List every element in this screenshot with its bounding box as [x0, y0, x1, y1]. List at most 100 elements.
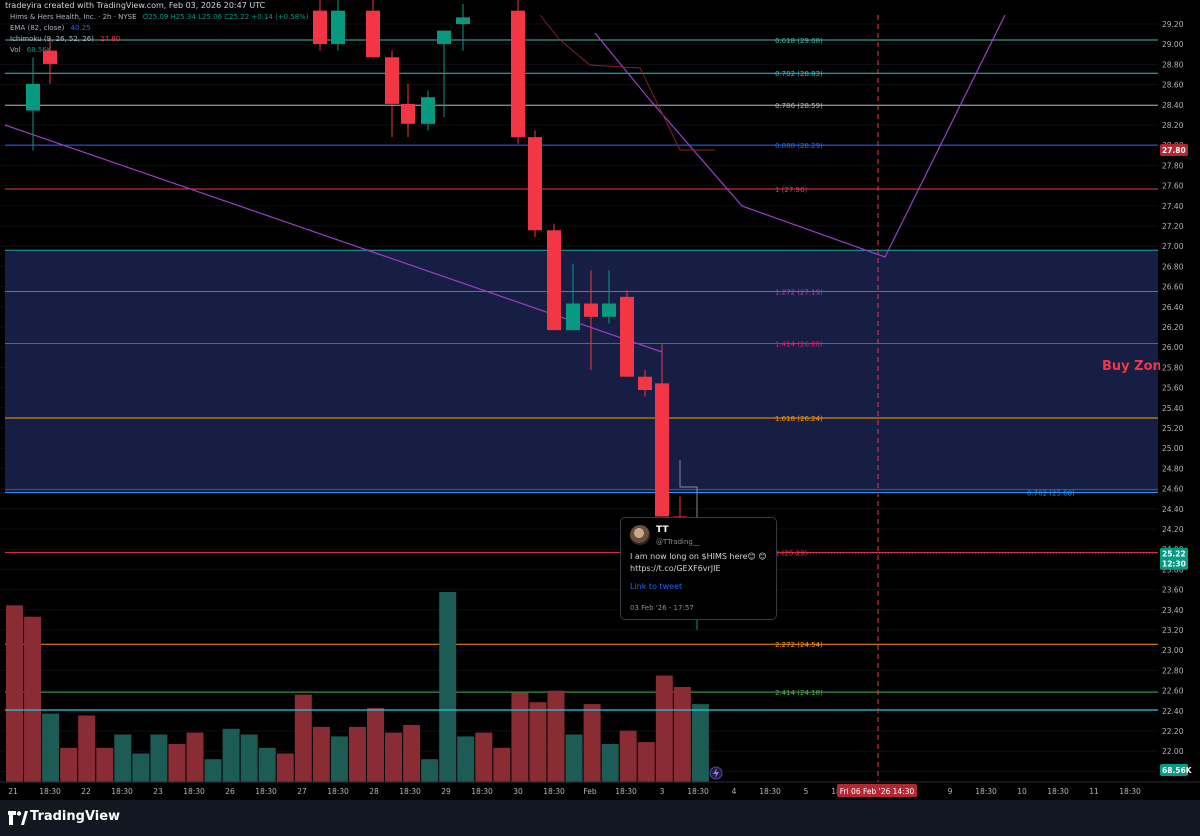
x-tick-label: 18:30: [399, 787, 421, 796]
volume-bar: [655, 675, 673, 782]
volume-bar: [294, 694, 312, 782]
y-tick-label: 24.60: [1162, 485, 1184, 494]
x-tick-label: 30: [513, 787, 523, 796]
x-tick-label: 9: [948, 787, 953, 796]
volume-bar: [150, 734, 168, 782]
y-tick-label: 23.40: [1162, 606, 1184, 615]
candle-body: [566, 303, 580, 331]
candle-body: [313, 10, 327, 44]
fib-level-label: 2.414 (24.18): [775, 689, 823, 697]
x-tick-label: 18:30: [1119, 787, 1141, 796]
vol-label: Vol: [10, 46, 21, 54]
candle: [331, 0, 345, 51]
x-tick-label: 10: [1017, 787, 1027, 796]
fib-levels: 0.618 (29.08) 0.702 (28.83) 0.786 (28.59) 0…: [5, 37, 1158, 697]
candle-body: [620, 296, 634, 377]
ema-legend[interactable]: EMA (82, close) 40.25: [10, 24, 91, 32]
volume-bar: [24, 616, 42, 782]
candle-body: [26, 83, 40, 111]
candle: [566, 263, 580, 331]
crosshair-time-badge: Fri 06 Feb '26 14:30: [837, 784, 917, 797]
volume-bar: [475, 732, 493, 782]
buy-zone-label: Buy Zone: [1102, 359, 1171, 374]
x-tick-label: 18:30: [111, 787, 133, 796]
y-tick-label: 25.00: [1162, 444, 1184, 453]
x-tick-label: 18:30: [39, 787, 61, 796]
volume-bar: [168, 744, 186, 782]
tweet-text: I am now long on $HIMS here😊 😊: [630, 552, 767, 561]
y-tick-label: 29.00: [1162, 40, 1184, 49]
lightning-icon-bolt: [713, 768, 719, 778]
fib-level-label: 0.702 (28.83): [775, 70, 823, 78]
tweet-url[interactable]: https://t.co/GEXF6vrJIE: [630, 564, 721, 573]
x-tick-label: 18:30: [759, 787, 781, 796]
header-created: tradeyira created with TradingView.com, …: [5, 1, 265, 10]
fib-level-label: 0.786 (28.59): [775, 102, 823, 110]
x-tick-label: 18:30: [183, 787, 205, 796]
x-tick-label: 27: [297, 787, 307, 796]
y-tick-label: 25.60: [1162, 384, 1184, 393]
candle-body: [401, 103, 415, 124]
volume-bar: [403, 725, 421, 782]
ichimoku-badge-bg: [1160, 144, 1188, 156]
x-tick-label: 18:30: [1047, 787, 1069, 796]
ichimoku-badge: 27.80: [1160, 144, 1188, 156]
fib-level-label: 1 (27.96): [775, 186, 807, 194]
crosshair-time-label: Fri 06 Feb '26 14:30: [840, 787, 915, 796]
y-tick-label: 23.60: [1162, 586, 1184, 595]
tweet-connector: [679, 460, 698, 517]
fib-level-label: 0.618 (29.08): [775, 37, 823, 45]
crosshair-time-badge-bg: [837, 784, 917, 797]
last-price-badge-text: 12:30: [1162, 560, 1186, 569]
y-tick-label: 23.20: [1162, 626, 1184, 635]
volume-bar: [601, 744, 619, 782]
ichimoku-legend[interactable]: Ichimoku (9, 26, 52, 26) 27.80: [10, 35, 120, 43]
ichimoku-badge-text: 27.80: [1162, 146, 1186, 155]
candle: [655, 343, 669, 517]
x-tick-label: 18:30: [327, 787, 349, 796]
candles: [26, 0, 723, 630]
time-axis[interactable]: 21 18:30 22 18:30 23 18:30 26 18:30 27 18:30 28 18:…: [0, 766, 1200, 800]
volume-bar: [258, 747, 276, 782]
volume-bar: [78, 715, 96, 782]
y-tick-label: 23.00: [1162, 646, 1184, 655]
y-tick-label: 25.40: [1162, 404, 1184, 413]
candle-body: [655, 383, 669, 517]
volume-bar: [673, 687, 691, 782]
candle: [584, 270, 598, 371]
tradingview-brand[interactable]: TradingView: [30, 809, 121, 824]
tweet-link[interactable]: Link to tweet: [630, 582, 683, 591]
volume-bar: [186, 732, 204, 782]
created-by-text: tradeyira created with TradingView.com, …: [5, 1, 266, 10]
volume-bar: [565, 734, 583, 782]
price-axis[interactable]: 29.2029.0028.8028.6028.4028.2028.0027.80…: [1160, 0, 1200, 800]
x-tick-label: 4: [732, 787, 737, 796]
volume-bar: [312, 726, 330, 782]
ema-label: EMA (82, close): [10, 24, 65, 32]
volume-bar: [367, 707, 384, 782]
x-tick-label: 3: [660, 787, 665, 796]
volume-badge-text: 68.56K: [1162, 766, 1193, 775]
candle: [638, 370, 652, 397]
candle-body: [602, 303, 616, 317]
candle-body: [547, 230, 561, 331]
volume-bar: [493, 747, 511, 782]
candle: [437, 30, 451, 118]
volume-bar: [583, 704, 601, 782]
price-chart[interactable]: Buy Zone 0.618 (29.08) 0.702 (28.83) 0.786…: [0, 0, 1200, 800]
x-tick-label: 18:30: [687, 787, 709, 796]
candle: [385, 50, 399, 138]
y-tick-label: 27.60: [1162, 182, 1184, 191]
candle-body: [638, 376, 652, 391]
y-tick-label: 26.60: [1162, 283, 1184, 292]
tradingview-logo-icon: [8, 811, 28, 825]
x-tick-label: 5: [804, 787, 809, 796]
vol-legend[interactable]: Vol 68.56K: [10, 46, 51, 54]
candle-body: [456, 17, 470, 24]
volume-bar: [222, 728, 240, 782]
volume-bar: [439, 592, 457, 782]
x-tick-label: 18:30: [471, 787, 493, 796]
fib-level-label: 1.272 (27.19): [775, 289, 823, 297]
tweet-card[interactable]: TT @TTrading__ I am now long on $HIMS he…: [620, 517, 777, 620]
volume-bar: [330, 736, 348, 782]
